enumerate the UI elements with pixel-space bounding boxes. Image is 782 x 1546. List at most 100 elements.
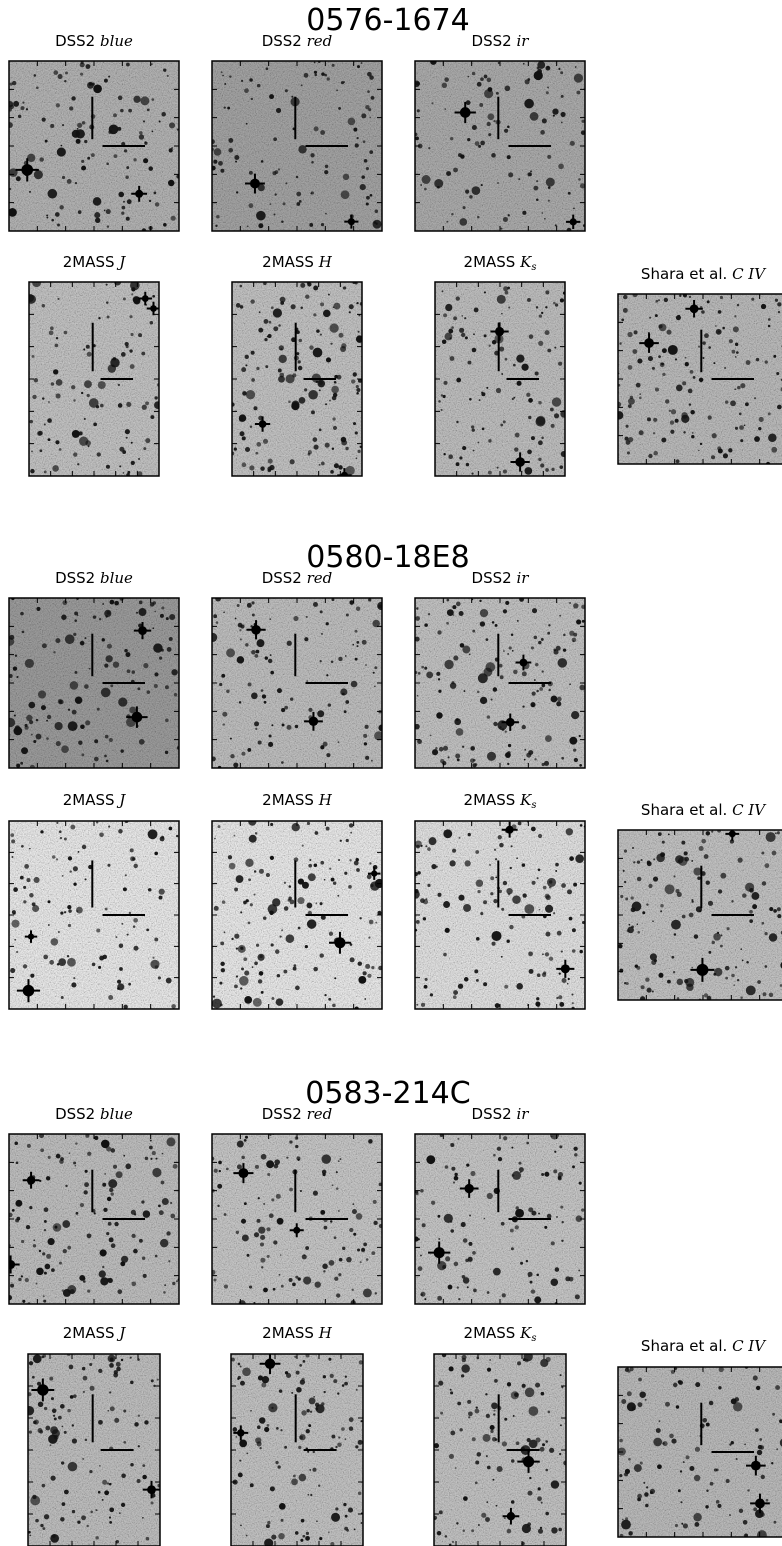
star (639, 393, 641, 395)
star (159, 121, 161, 123)
star (620, 895, 623, 898)
star (518, 822, 522, 826)
star (331, 1435, 335, 1439)
star (525, 1388, 535, 1398)
survey: 2MASS (63, 791, 115, 809)
star (742, 893, 747, 898)
star (235, 1436, 237, 1438)
star (416, 1004, 418, 1006)
star (269, 618, 271, 620)
star (375, 1292, 377, 1294)
star (85, 1439, 88, 1442)
star (224, 1284, 228, 1288)
star (573, 640, 575, 642)
star (652, 990, 654, 992)
star (442, 761, 446, 765)
survey: 2MASS (464, 253, 516, 271)
star (776, 372, 779, 375)
star (215, 225, 217, 227)
star (106, 162, 109, 165)
star (114, 1370, 118, 1374)
star (109, 1237, 114, 1242)
star (437, 1531, 441, 1535)
band: C IV (732, 801, 767, 819)
star (495, 624, 498, 627)
star (725, 977, 728, 980)
star (434, 179, 443, 188)
star (256, 211, 266, 221)
star (698, 346, 700, 348)
star (459, 328, 464, 333)
star (512, 895, 521, 904)
star (235, 161, 237, 163)
star (348, 1508, 353, 1513)
star (494, 1379, 498, 1383)
star (243, 957, 247, 961)
star (96, 405, 99, 408)
star (472, 72, 476, 76)
star (67, 955, 69, 957)
star (298, 145, 306, 153)
star (464, 317, 466, 319)
star (527, 172, 531, 176)
star (560, 1424, 562, 1426)
star (220, 169, 224, 173)
star (248, 683, 252, 687)
star (472, 348, 477, 353)
star (731, 974, 734, 977)
star (739, 425, 744, 430)
star (309, 859, 311, 861)
star (497, 467, 499, 469)
star (740, 948, 742, 950)
star (51, 1476, 56, 1481)
star (528, 1272, 533, 1277)
star (108, 825, 110, 827)
star (10, 105, 14, 109)
star (495, 876, 497, 878)
star (106, 760, 109, 763)
star (497, 1466, 503, 1472)
star (637, 877, 642, 882)
star (87, 1152, 91, 1156)
star (142, 1517, 144, 1519)
star (20, 106, 24, 110)
finder-image (615, 292, 782, 466)
star (231, 938, 233, 940)
star (324, 170, 328, 174)
star (152, 130, 154, 132)
star (714, 968, 722, 976)
star (98, 966, 101, 969)
star (477, 691, 480, 694)
star (90, 1386, 95, 1391)
star (81, 160, 84, 163)
star (130, 333, 133, 336)
star (710, 1482, 714, 1486)
star (709, 1401, 714, 1406)
star (313, 1396, 315, 1398)
star (61, 1461, 64, 1464)
star (286, 934, 295, 943)
star (504, 129, 508, 133)
star (216, 215, 219, 218)
star (314, 445, 319, 450)
star (298, 360, 301, 363)
star (244, 1202, 247, 1205)
star (345, 700, 349, 704)
star (437, 1215, 440, 1218)
star (459, 456, 462, 459)
star (296, 176, 299, 179)
page: 0576-1674DSS2 blueDSS2 redDSS2 ir2MASS J… (0, 0, 782, 1546)
star (270, 671, 274, 675)
star (23, 886, 26, 889)
star (276, 1194, 281, 1199)
star (545, 952, 549, 956)
star (172, 1282, 175, 1285)
star (107, 1482, 109, 1484)
star (547, 349, 551, 353)
star (465, 1259, 469, 1263)
star (287, 725, 292, 730)
star (504, 1517, 506, 1519)
star (542, 953, 544, 955)
star (267, 1521, 270, 1524)
star (130, 1381, 133, 1384)
